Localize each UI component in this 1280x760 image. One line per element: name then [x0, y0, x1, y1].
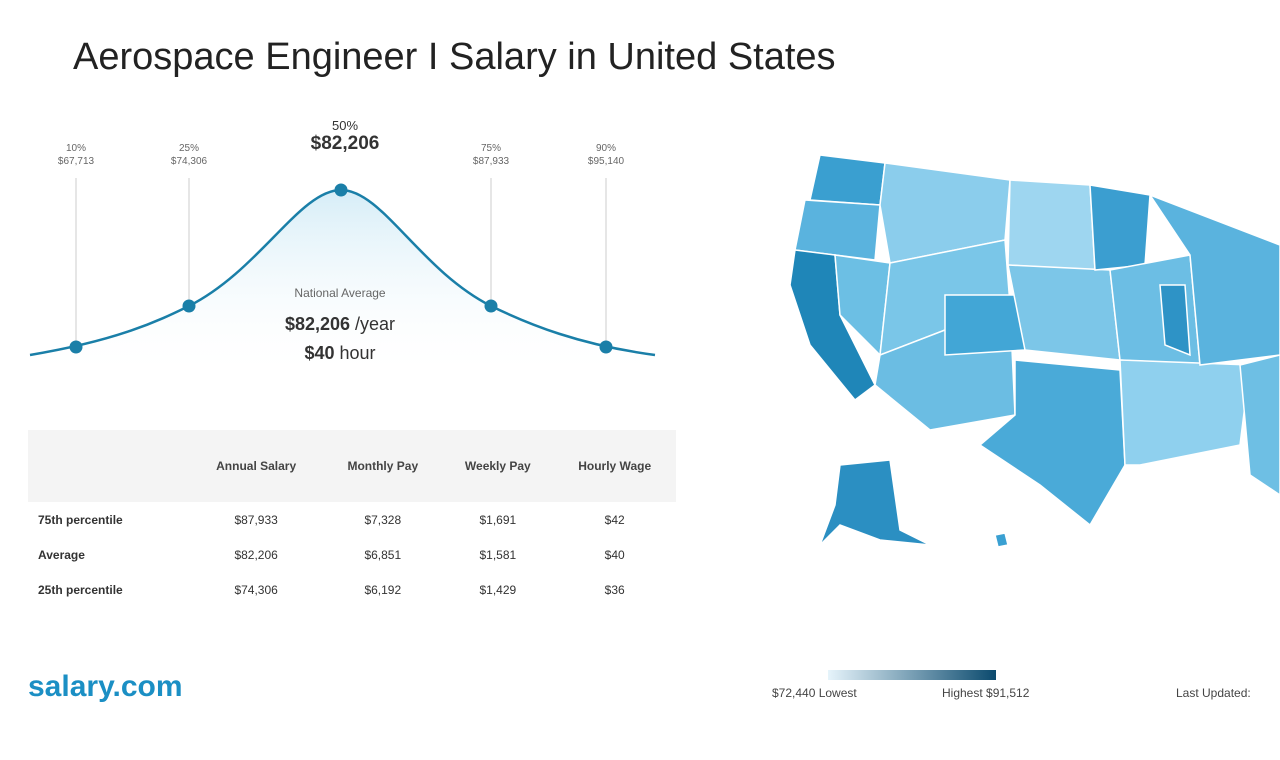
state-illinois: [1159, 284, 1191, 357]
row-label: 25th percentile: [38, 582, 123, 597]
legend-low: $72,440 Lowest: [772, 686, 857, 700]
state-southeast: [1239, 354, 1280, 496]
percentile-value: $87,933: [472, 156, 510, 167]
percentile-percent: 10%: [65, 143, 86, 154]
cell: $1,691: [479, 512, 517, 527]
state-dakotas: [1007, 179, 1096, 271]
state-colorado: [944, 294, 1026, 356]
cell: $42: [604, 512, 625, 527]
table-row: 25th percentile $74,306 $6,192 $1,429 $36: [28, 572, 676, 607]
percentile-point: [599, 340, 613, 354]
state-minnesota: [1089, 184, 1151, 271]
cell: $82,206: [234, 547, 278, 562]
state-alaska: [819, 459, 931, 546]
percentile-label: 90% $95,140: [566, 142, 646, 168]
percentile-percent: 75%: [480, 143, 501, 154]
map-legend-gradient: [828, 670, 996, 680]
hourly-value: $40: [304, 343, 335, 363]
percentile-label: 10% $67,713: [36, 142, 116, 168]
table-row: 75th percentile $87,933 $7,328 $1,691 $42: [28, 502, 676, 537]
state-kansas-ne: [1007, 264, 1121, 361]
salary-com-logo[interactable]: salary.com: [28, 670, 183, 704]
yearly-value: $82,206: [284, 314, 351, 334]
percentile-value: $74,306: [170, 156, 208, 167]
median-percent: 50%: [331, 118, 359, 133]
state-south: [1119, 359, 1251, 466]
state-hawaii: [994, 532, 1009, 548]
header-hourly: Hourly Wage: [553, 430, 676, 502]
us-salary-map: [789, 154, 1280, 548]
row-label: 75th percentile: [38, 512, 123, 527]
percentile-point: [69, 340, 83, 354]
header-blank: [28, 430, 189, 502]
state-oregon: [794, 199, 881, 261]
page-title: Aerospace Engineer I Salary in United St…: [73, 36, 836, 78]
cell: $7,328: [364, 512, 402, 527]
national-average: National Average $82,206 /year $40 hour: [250, 286, 430, 364]
cell: $40: [604, 547, 625, 562]
percentile-label: 75% $87,933: [451, 142, 531, 168]
legend-high: Highest $91,512: [942, 686, 1030, 700]
header-annual: Annual Salary: [189, 430, 324, 502]
hourly-unit: hour: [339, 343, 376, 363]
median-value: $82,206: [310, 133, 380, 154]
percentile-value: $95,140: [587, 156, 625, 167]
cell: $87,933: [234, 512, 278, 527]
percentile-point: [334, 183, 348, 197]
cell: $6,851: [364, 547, 402, 562]
median-label: 50% $82,206: [290, 118, 400, 155]
state-michigan-ohio: [1148, 193, 1280, 366]
cell: $1,429: [479, 582, 517, 597]
percentile-label: 25% $74,306: [149, 142, 229, 168]
cell: $1,581: [479, 547, 517, 562]
percentile-point: [182, 299, 196, 313]
header-weekly: Weekly Pay: [442, 430, 554, 502]
yearly-unit: /year: [355, 314, 396, 334]
percentile-point: [484, 299, 498, 313]
percentile-value: $67,713: [57, 156, 95, 167]
cell: $6,192: [364, 582, 402, 597]
table-row: Average $82,206 $6,851 $1,581 $40: [28, 537, 676, 572]
state-washington: [809, 154, 886, 206]
salary-table: Annual Salary Monthly Pay Weekly Pay Hou…: [28, 430, 676, 607]
last-updated: Last Updated:: [1176, 686, 1251, 700]
curve-fill: [30, 190, 655, 380]
cell: $74,306: [234, 582, 278, 597]
header-monthly: Monthly Pay: [323, 430, 443, 502]
cell: $36: [604, 582, 625, 597]
national-average-label: National Average: [294, 286, 386, 300]
percentile-percent: 90%: [595, 143, 616, 154]
logo-text: salary.com: [28, 670, 183, 703]
row-label: Average: [38, 547, 85, 562]
bell-curve-chart: [29, 178, 656, 380]
percentile-percent: 25%: [178, 143, 199, 154]
